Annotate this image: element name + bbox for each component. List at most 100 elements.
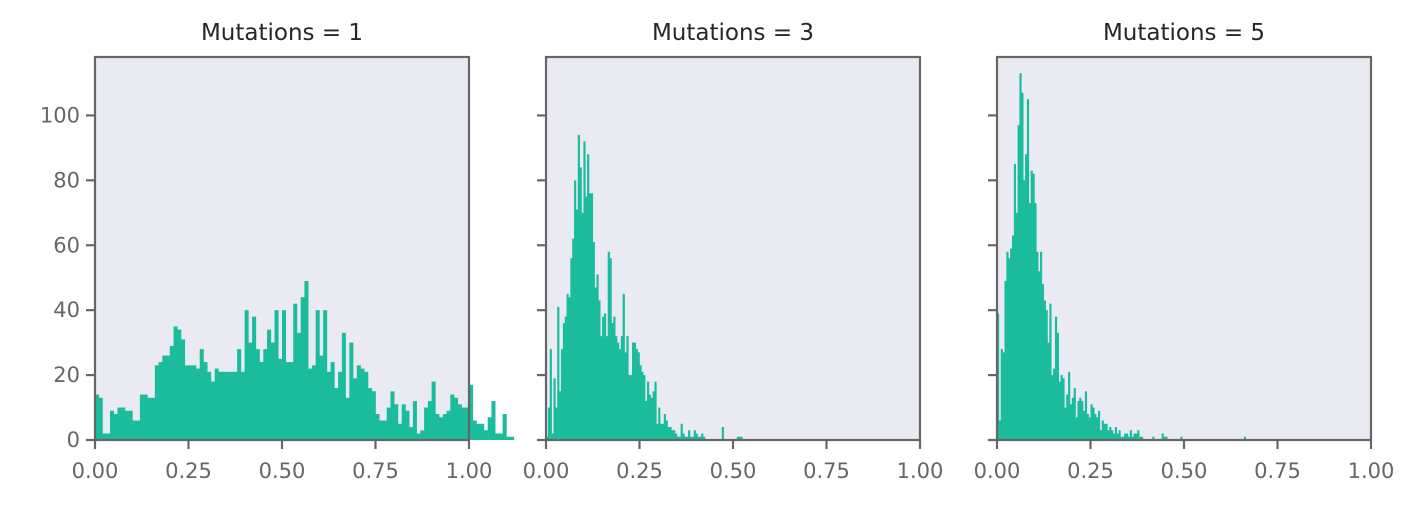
histogram-bar — [349, 342, 354, 440]
histogram-bar — [639, 365, 642, 440]
histogram-bar — [465, 407, 470, 440]
histogram-bar — [671, 430, 674, 440]
histogram-bar — [300, 297, 305, 440]
histogram-bar — [1047, 342, 1050, 440]
histogram-bar — [244, 310, 249, 440]
histogram-bar — [225, 371, 230, 440]
histogram-bar — [630, 375, 633, 440]
histogram-bar — [575, 209, 579, 440]
histogram-bar — [1180, 436, 1183, 440]
histogram-bar — [1135, 433, 1138, 440]
histogram-bar — [1017, 125, 1020, 440]
histogram-bar — [102, 433, 107, 440]
histogram-bar — [510, 436, 515, 440]
histogram-bar — [654, 381, 657, 440]
histogram-bar — [1127, 436, 1131, 440]
histogram-bar — [113, 414, 118, 440]
histogram-bar — [585, 196, 588, 440]
histogram-bar — [304, 280, 309, 440]
histogram-bar — [1088, 417, 1091, 440]
histogram-bar — [1081, 401, 1084, 440]
plot-area — [997, 57, 1371, 440]
histogram-bar — [1077, 401, 1080, 440]
histogram-bar — [1034, 203, 1037, 440]
histogram-bar — [592, 242, 595, 440]
histogram-bar — [353, 378, 358, 440]
histogram-bar — [607, 251, 610, 440]
histogram-bar — [553, 378, 556, 440]
histogram-bar — [162, 355, 167, 440]
histogram-bar — [1062, 378, 1065, 440]
panel-1: Mutations = 1 0.00 0.25 0.50 0.75 1.00 0 20 40 6… — [40, 20, 515, 483]
histogram-bar — [1064, 407, 1067, 440]
histogram-bar — [195, 368, 201, 440]
histogram-bar — [199, 349, 204, 440]
histogram-bar — [613, 316, 616, 440]
histogram-bar — [646, 381, 650, 440]
histogram-bar — [143, 394, 148, 440]
histogram-bar — [218, 371, 223, 440]
histogram-bar — [1049, 303, 1052, 440]
histogram-bar — [695, 433, 698, 440]
histogram-bar — [1041, 284, 1045, 440]
panel-3: Mutations = 5 0.00 0.25 0.50 0.75 1.00 — [974, 20, 1395, 483]
histogram-bar — [166, 355, 171, 440]
histogram-bar — [650, 397, 653, 440]
histogram-bar — [420, 430, 425, 440]
histogram-bar — [564, 316, 567, 440]
histogram-bar — [618, 349, 622, 440]
histogram-bar — [1140, 436, 1144, 440]
histogram-bar — [106, 433, 111, 440]
histogram-bar — [454, 397, 459, 440]
histogram-bar — [1243, 436, 1247, 440]
histogram-bar — [184, 365, 189, 440]
histogram-bar — [409, 427, 414, 440]
histogram-bar — [628, 375, 631, 440]
y-tick-label: 100 — [40, 103, 80, 127]
histogram-bar — [572, 238, 575, 440]
histogram-bar — [680, 423, 683, 440]
histogram-bar — [684, 436, 687, 440]
histogram-bar — [229, 371, 234, 440]
histogram-bar — [622, 293, 625, 440]
histogram-bar — [656, 423, 659, 440]
histogram-bar — [1079, 397, 1082, 440]
histogram-bar — [574, 180, 577, 440]
histogram-bar — [1118, 430, 1121, 440]
histogram-bar — [315, 310, 320, 440]
histogram-bar — [611, 323, 614, 440]
histogram-bar — [427, 401, 432, 440]
histogram-bar — [1038, 271, 1041, 440]
histogram-bar — [1084, 391, 1088, 440]
x-tick-label: 0.50 — [1161, 459, 1208, 483]
histogram-bar — [255, 349, 260, 440]
histogram-bar — [405, 410, 410, 440]
histogram-bar — [1015, 212, 1018, 440]
histogram-bar — [382, 420, 388, 440]
histogram-bar — [1021, 92, 1024, 440]
histogram-bar — [1103, 423, 1106, 440]
histogram-bar — [188, 365, 193, 440]
histogram-bar — [605, 336, 609, 440]
histogram-bar — [181, 339, 186, 440]
histogram-bar — [736, 436, 739, 440]
histogram-bar — [311, 365, 316, 440]
histogram-bar — [139, 394, 144, 440]
histogram-bar — [461, 407, 466, 440]
histogram-bar — [326, 371, 331, 440]
histogram-bar — [686, 436, 689, 440]
histogram-bar — [394, 404, 399, 440]
histogram-bars — [997, 73, 1247, 441]
histogram-bar — [1058, 381, 1061, 440]
panel-1-title: Mutations = 1 — [201, 20, 363, 46]
histogram-bar — [635, 349, 638, 440]
y-tick-label: 80 — [53, 168, 80, 192]
histogram-bar — [330, 362, 335, 440]
histogram-bar — [682, 433, 685, 440]
x-tick-label: 1.00 — [1348, 459, 1395, 483]
histogram-bar — [658, 407, 661, 440]
histogram-bar — [371, 391, 376, 440]
histogram-bar — [109, 410, 114, 440]
histogram-bar — [308, 368, 313, 440]
histogram-bar — [1066, 394, 1069, 440]
